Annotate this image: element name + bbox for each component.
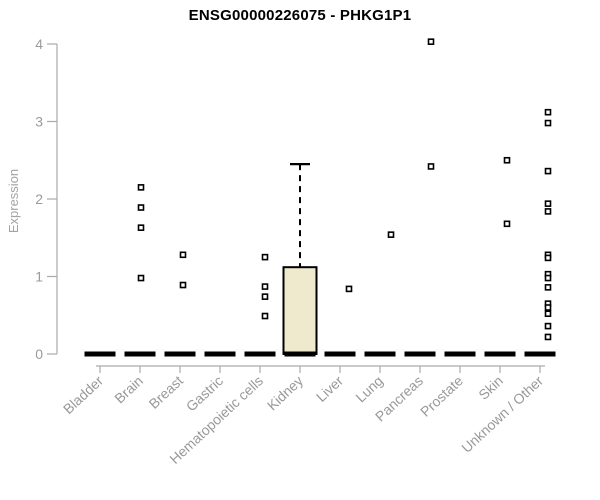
y-tick-label: 4 bbox=[35, 36, 43, 52]
category-label: Bladder bbox=[60, 372, 106, 417]
data-point bbox=[261, 283, 269, 290]
median-bar bbox=[444, 351, 476, 357]
data-point bbox=[544, 119, 552, 127]
data-point bbox=[387, 231, 395, 238]
median-bar bbox=[404, 351, 436, 357]
data-point bbox=[544, 284, 552, 291]
category-label: Liver bbox=[313, 372, 346, 405]
data-point bbox=[179, 251, 187, 259]
median-bar bbox=[324, 351, 356, 357]
y-tick-label: 1 bbox=[35, 269, 43, 285]
data-point bbox=[544, 304, 552, 311]
y-tick-label: 2 bbox=[35, 191, 43, 207]
median-bar bbox=[284, 351, 316, 357]
chart-title: ENSG00000226075 - PHKG1P1 bbox=[188, 7, 412, 24]
data-point bbox=[544, 200, 552, 207]
category-label: Brain bbox=[111, 372, 146, 406]
median-bar bbox=[164, 351, 196, 357]
data-point bbox=[544, 310, 552, 318]
data-point bbox=[261, 312, 269, 320]
category-label: Prostate bbox=[417, 372, 466, 419]
data-point bbox=[137, 224, 145, 231]
data-point bbox=[345, 285, 353, 293]
category-label: Lung bbox=[352, 372, 386, 405]
median-bar bbox=[244, 351, 276, 357]
data-point bbox=[503, 220, 511, 228]
data-point bbox=[503, 156, 511, 164]
box bbox=[282, 266, 318, 356]
median-bar bbox=[84, 351, 116, 357]
median-bar bbox=[524, 351, 556, 357]
median-bar bbox=[364, 351, 396, 357]
data-point bbox=[544, 333, 552, 341]
median-bar bbox=[124, 351, 156, 357]
data-point bbox=[544, 254, 552, 262]
data-point bbox=[544, 322, 552, 330]
data-point bbox=[261, 253, 269, 261]
category-label: Breast bbox=[146, 372, 187, 411]
data-point bbox=[544, 108, 552, 116]
data-point bbox=[544, 167, 552, 175]
data-point bbox=[544, 208, 552, 215]
median-bar bbox=[204, 351, 236, 357]
data-point bbox=[137, 204, 145, 211]
data-point bbox=[544, 274, 552, 282]
data-point bbox=[137, 274, 145, 282]
category-label: Skin bbox=[475, 372, 506, 402]
data-point bbox=[261, 293, 269, 300]
y-tick-label: 3 bbox=[35, 114, 43, 130]
median-bar bbox=[484, 351, 516, 357]
data-point bbox=[427, 163, 435, 170]
y-tick-label: 0 bbox=[35, 346, 43, 362]
data-point bbox=[137, 184, 145, 191]
category-label: Kidney bbox=[264, 372, 306, 413]
data-point bbox=[427, 38, 435, 45]
data-point bbox=[179, 281, 187, 289]
